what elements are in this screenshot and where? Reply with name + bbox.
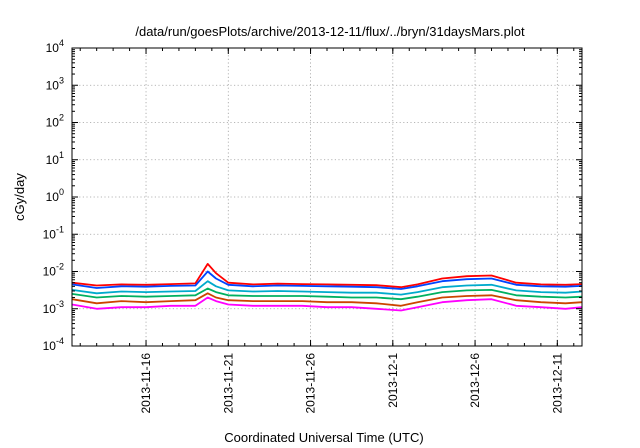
plot-series <box>72 262 582 312</box>
y-tick-label: 101 <box>46 150 64 167</box>
x-tick-label: 2013-12-1 <box>386 353 400 408</box>
y-tick-label: 102 <box>46 113 64 130</box>
y-axis: 10-4 10-3 10-2 10-1 100 101 102 103 104 <box>43 38 582 353</box>
y-tick-label: 100 <box>46 187 64 204</box>
chart-title: /data/run/goesPlots/archive/2013-12-11/f… <box>135 24 525 39</box>
series-line-5 <box>72 292 582 307</box>
y-tick-label: 10-3 <box>43 299 64 316</box>
x-axis: 2013-11-16 2013-11-21 2013-11-26 2013-12-1 2… <box>79 48 575 414</box>
grid <box>72 48 582 346</box>
series-line-3 <box>72 280 582 296</box>
y-tick-label: 103 <box>46 75 64 92</box>
x-tick-label: 2013-11-16 <box>139 353 153 414</box>
x-tick-label: 2013-11-26 <box>304 353 318 414</box>
series-line-1 <box>72 262 582 289</box>
y-tick-label: 10-1 <box>43 224 64 241</box>
y-tick-label: 10-2 <box>43 262 64 279</box>
series-line-2 <box>72 270 582 290</box>
x-tick-label: 2013-11-21 <box>221 353 235 414</box>
series-line-6 <box>72 296 582 312</box>
x-tick-label: 2013-12-11 <box>550 353 564 414</box>
y-axis-label: cGy/day <box>12 173 27 221</box>
y-tick-label: 10-4 <box>43 336 64 353</box>
series-line-4 <box>72 287 582 301</box>
y-tick-label: 104 <box>46 38 64 55</box>
x-tick-label: 2013-12-6 <box>468 353 482 408</box>
x-axis-label: Coordinated Universal Time (UTC) <box>224 430 423 445</box>
